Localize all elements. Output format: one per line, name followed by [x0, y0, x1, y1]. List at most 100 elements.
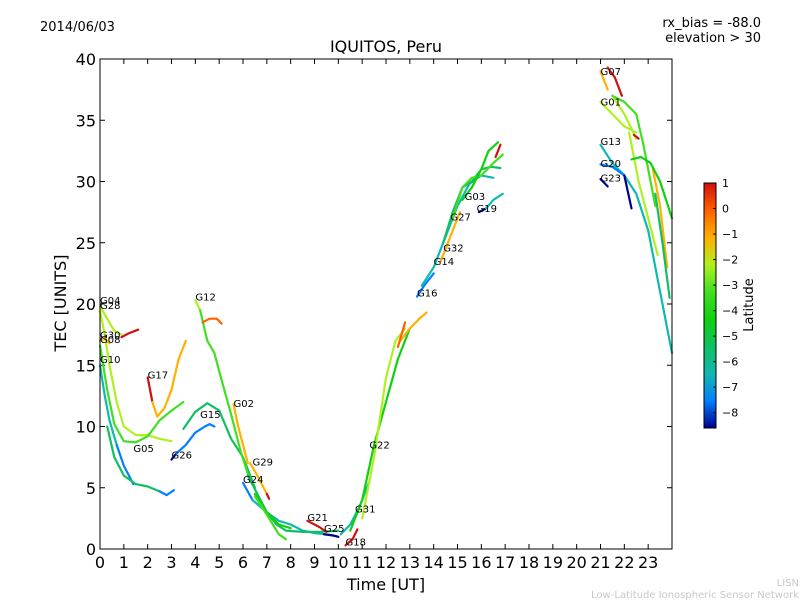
- colorbar-tick-label: −8: [722, 407, 738, 420]
- x-tick-label: 21: [590, 553, 610, 572]
- series-line-g24c: [253, 492, 292, 530]
- series-label-g15: G15: [200, 410, 220, 421]
- x-tick-label: 14: [423, 553, 443, 572]
- series-label-g18: G18: [345, 537, 365, 548]
- footer-line2: Low-Latitude Ionospheric Sensor Network: [591, 590, 799, 600]
- series-line-g18: [344, 528, 359, 547]
- series-line-g22c: [399, 311, 428, 342]
- colorbar-tick-label: −3: [722, 279, 738, 292]
- series-line-g13: [599, 143, 674, 355]
- series-label-g17: G17: [148, 371, 168, 382]
- series-line-g08: [98, 344, 185, 444]
- x-tick-label: 6: [238, 553, 248, 572]
- colorbar-tick-label: −1: [722, 228, 738, 241]
- series-line-g02: [232, 403, 249, 465]
- series-line-g04: [120, 328, 140, 339]
- y-tick-label: 15: [76, 356, 96, 375]
- series-line-g20b: [630, 155, 674, 220]
- series-line-g01d: [654, 192, 671, 299]
- series-line-g28: [98, 310, 173, 443]
- series-label-g04: G04: [100, 296, 120, 307]
- series-label-g24: G24: [243, 475, 263, 486]
- series-label-g29: G29: [253, 458, 273, 469]
- series-line-g17: [146, 376, 154, 404]
- series-label-g30: G30: [100, 330, 120, 341]
- series-line-g26: [170, 452, 178, 461]
- x-tick-label: 11: [352, 553, 372, 572]
- rx-bias-label: rx_bias = -88.0: [662, 16, 761, 31]
- colorbar-tick-label: −4: [722, 305, 738, 318]
- x-tick-label: 3: [166, 553, 176, 572]
- x-tick-label: 5: [214, 553, 224, 572]
- colorbar-tick-label: −6: [722, 356, 738, 369]
- series-label-g31: G31: [355, 504, 375, 515]
- x-tick-label: 22: [614, 553, 634, 572]
- series-label-g07: G07: [601, 67, 621, 78]
- x-tick-label: 10: [328, 553, 348, 572]
- series-label-g20: G20: [601, 159, 621, 170]
- colorbar-tick-label: −7: [722, 381, 738, 394]
- series-line-g07: [632, 133, 640, 140]
- series-line-g05: [158, 489, 175, 497]
- plot-frame: [99, 58, 673, 550]
- series-line-g23: [599, 178, 609, 188]
- series-line-g19: [485, 192, 504, 210]
- series-line-g24d: [253, 495, 287, 541]
- footer-line1: LISN: [777, 578, 799, 589]
- series-label-g03: G03: [465, 192, 485, 203]
- series-label-g14: G14: [434, 257, 454, 268]
- x-tick-label: 2: [143, 553, 153, 572]
- y-tick-label: 20: [76, 295, 96, 314]
- series-line-g26: [175, 423, 216, 455]
- series-label-g25: G25: [324, 524, 344, 535]
- x-tick-label: 20: [566, 553, 586, 572]
- x-tick-label: 19: [543, 553, 563, 572]
- x-tick-label: 8: [286, 553, 296, 572]
- x-axis-label: Time [UT]: [346, 575, 425, 594]
- series-label-g27: G27: [450, 213, 470, 224]
- series-line-g10: [98, 364, 118, 446]
- x-tick-label: 7: [262, 553, 272, 572]
- series-line-g29: [265, 492, 271, 500]
- series-line-g07: [599, 70, 609, 91]
- series-line-g03b: [461, 141, 500, 201]
- y-tick-label: 35: [76, 111, 96, 130]
- series-line-g04: [98, 305, 123, 336]
- series-label-g12: G12: [195, 292, 215, 303]
- series-line-g01b: [627, 131, 659, 257]
- series-line-g16: [415, 272, 435, 298]
- series-line-g07: [606, 66, 624, 97]
- series-line-g22b: [361, 327, 407, 520]
- x-tick-label: 15: [447, 553, 467, 572]
- series-line-g12b: [201, 317, 223, 325]
- x-tick-label: 18: [519, 553, 539, 572]
- series-line-g01: [611, 94, 657, 208]
- series-line-g21: [306, 519, 328, 534]
- y-tick-label: 5: [86, 479, 96, 498]
- series-line-g19: [477, 207, 488, 214]
- x-tick-label: 13: [400, 553, 420, 572]
- series-label-g19: G19: [477, 204, 497, 215]
- colorbar-tick-label: 1: [722, 177, 729, 190]
- series-label-g02: G02: [233, 399, 253, 410]
- colorbar: [703, 182, 717, 429]
- date-label: 2014/06/03: [40, 20, 115, 35]
- chart-title: IQUITOS, Peru: [330, 37, 442, 56]
- y-axis-label: TEC [UNITS]: [51, 255, 70, 353]
- series-label-g22: G22: [369, 441, 389, 452]
- series-line-g10: [115, 443, 135, 486]
- series-label-g26: G26: [172, 450, 192, 461]
- colorbar-tick-label: 0: [722, 203, 729, 216]
- y-tick-label: 25: [76, 234, 96, 253]
- series-line-g32: [439, 211, 461, 263]
- colorbar-tick-label: −2: [722, 254, 738, 267]
- series-label-g23: G23: [601, 174, 621, 185]
- series-line-g12: [199, 309, 252, 483]
- x-tick-label: 23: [638, 553, 658, 572]
- x-tick-label: 0: [95, 553, 105, 572]
- series-line-g22d: [396, 321, 407, 348]
- series-line-g17: [151, 339, 187, 418]
- y-tick-label: 30: [76, 173, 96, 192]
- y-tick-label: 0: [86, 540, 96, 559]
- x-tick-label: 17: [495, 553, 515, 572]
